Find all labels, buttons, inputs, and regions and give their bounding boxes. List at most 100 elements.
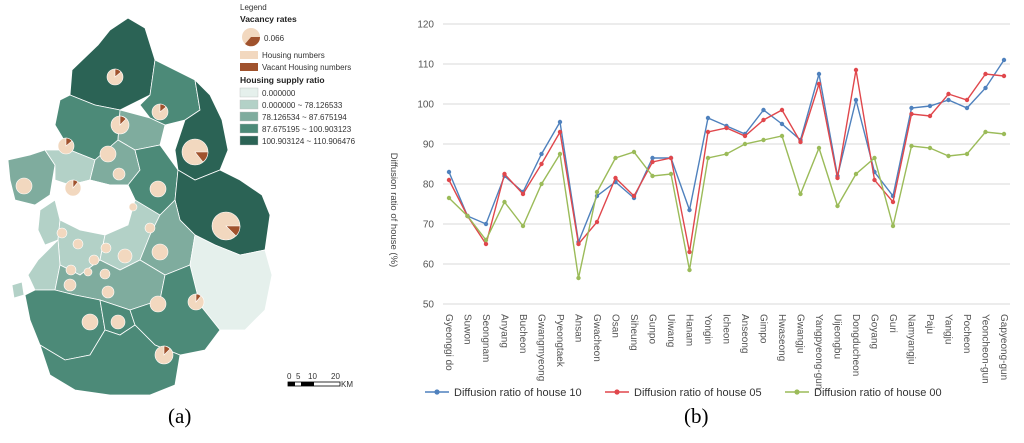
- series-0: [446, 57, 1007, 245]
- line-chart-svg: 50 60 70 80 90 100 110 120 Gyeonggi do Suwon Seon…: [388, 20, 1010, 399]
- pie-symbol: [149, 295, 167, 313]
- pie-symbol: [149, 180, 167, 198]
- pie-symbol: [81, 313, 99, 331]
- data-point: [890, 199, 896, 205]
- data-point: [964, 105, 970, 111]
- map-region-islands: [11, 281, 25, 299]
- x-tick-label: Gyeonggi do: [443, 314, 454, 371]
- x-tick-label: Gwacheon: [591, 314, 602, 362]
- data-point: [724, 125, 729, 131]
- legend-class-label: 87.675195 ~ 100.903123: [262, 125, 352, 134]
- data-point: [983, 71, 988, 77]
- x-tick-label: Uiwang: [665, 314, 676, 347]
- data-point: [705, 155, 711, 161]
- y-tick-label: 60: [423, 260, 435, 271]
- y-tick-label: 110: [418, 60, 434, 71]
- pie-symbol: [110, 115, 130, 135]
- legend-class-label: 0.000000 ~ 78.126533: [262, 101, 343, 110]
- data-point: [446, 195, 452, 201]
- legend-class-swatch: [239, 123, 259, 134]
- legend-class-swatch: [239, 99, 259, 110]
- data-point: [779, 121, 785, 127]
- pie-symbol: [110, 314, 126, 330]
- map-region-bucheon: [37, 199, 61, 246]
- pie-symbol: [99, 268, 111, 280]
- data-point: [835, 203, 840, 209]
- data-point: [853, 171, 859, 177]
- data-point: [613, 155, 618, 161]
- x-tick-label: Anyang: [499, 314, 510, 348]
- legend-pie-slice: [245, 37, 261, 47]
- pie-symbol: [64, 179, 82, 197]
- x-tick-label: Yangju: [943, 314, 954, 344]
- data-point: [557, 129, 563, 135]
- data-point: [890, 223, 896, 229]
- data-point: [816, 145, 822, 151]
- y-axis-ticks: 50 60 70 80 90 100 110 120: [417, 20, 434, 311]
- x-tick-label: Icheon: [721, 314, 732, 344]
- data-point: [1001, 73, 1007, 79]
- pie-symbol: [154, 345, 174, 365]
- data-point: [650, 159, 655, 165]
- data-point: [761, 117, 766, 123]
- data-point: [927, 145, 933, 151]
- y-tick-label: 120: [417, 20, 434, 31]
- pie-symbol: [100, 242, 112, 254]
- y-tick-label: 100: [417, 100, 434, 111]
- x-tick-label: Suwon: [462, 314, 473, 345]
- data-point: [446, 169, 452, 175]
- legend-supply-title: Housing supply ratio: [240, 75, 325, 85]
- legend-marker: [434, 389, 440, 395]
- x-tick-label: Anseong: [739, 314, 750, 353]
- x-tick-label: Gwangmyeong: [536, 314, 547, 381]
- legend-series-label: Diffusion ratio of house 10: [454, 387, 582, 399]
- vacancy-pies: [15, 68, 241, 365]
- data-point: [909, 111, 914, 117]
- data-point: [1001, 57, 1007, 63]
- data-point: [557, 119, 563, 125]
- scale-tick-20: 20: [331, 372, 340, 381]
- data-point: [539, 181, 544, 187]
- x-tick-label: Gapyeong-gun: [998, 314, 1009, 380]
- legend-class-swatch: [239, 111, 259, 122]
- data-point: [798, 191, 803, 197]
- data-point: [705, 115, 711, 121]
- legend-housing-swatch: [240, 51, 258, 59]
- pie-symbol: [211, 211, 241, 241]
- pie-symbol: [181, 138, 209, 166]
- data-point: [631, 149, 637, 155]
- caption-b: (b): [684, 404, 709, 428]
- data-point: [983, 129, 988, 135]
- pie-symbol: [128, 202, 138, 212]
- x-tick-label: Hanam: [684, 314, 695, 346]
- legend-supply-classes: 0.000000 0.000000 ~ 78.126533 78.126534 ~ …: [239, 87, 356, 146]
- legend-vacancy-title: Vacancy rates: [240, 14, 297, 24]
- legend-class-label: 100.903124 ~ 110.906476: [262, 137, 356, 146]
- x-tick-label: Bucheon: [517, 314, 528, 353]
- scale-bar-seg-1: [288, 382, 295, 386]
- data-point: [520, 191, 526, 197]
- data-point: [761, 137, 766, 143]
- legend-series-label: Diffusion ratio of house 05: [634, 387, 762, 399]
- x-tick-label: Gunpo: [647, 314, 658, 344]
- map-region-ansan: [27, 239, 61, 291]
- scale-unit: KM: [341, 380, 353, 389]
- data-point: [946, 91, 951, 97]
- map-region-yeoncheon: [69, 17, 156, 111]
- scale-tick-10: 10: [308, 372, 317, 381]
- x-tick-label: Uijeongbu: [832, 314, 843, 359]
- pie-symbol: [151, 103, 169, 121]
- pie-symbol: [72, 238, 84, 250]
- x-tick-label: Yongin: [702, 314, 713, 344]
- data-point: [909, 143, 914, 149]
- data-point: [742, 141, 748, 147]
- pie-symbol: [106, 68, 124, 86]
- legend-class-label: 78.126534 ~ 87.675194: [262, 113, 347, 122]
- data-point: [909, 105, 914, 111]
- data-point: [964, 97, 970, 103]
- pie-symbol: [65, 264, 77, 276]
- data-point: [668, 171, 674, 177]
- data-point: [465, 213, 470, 219]
- x-tick-label: Pocheon: [961, 314, 972, 353]
- data-point: [557, 151, 563, 157]
